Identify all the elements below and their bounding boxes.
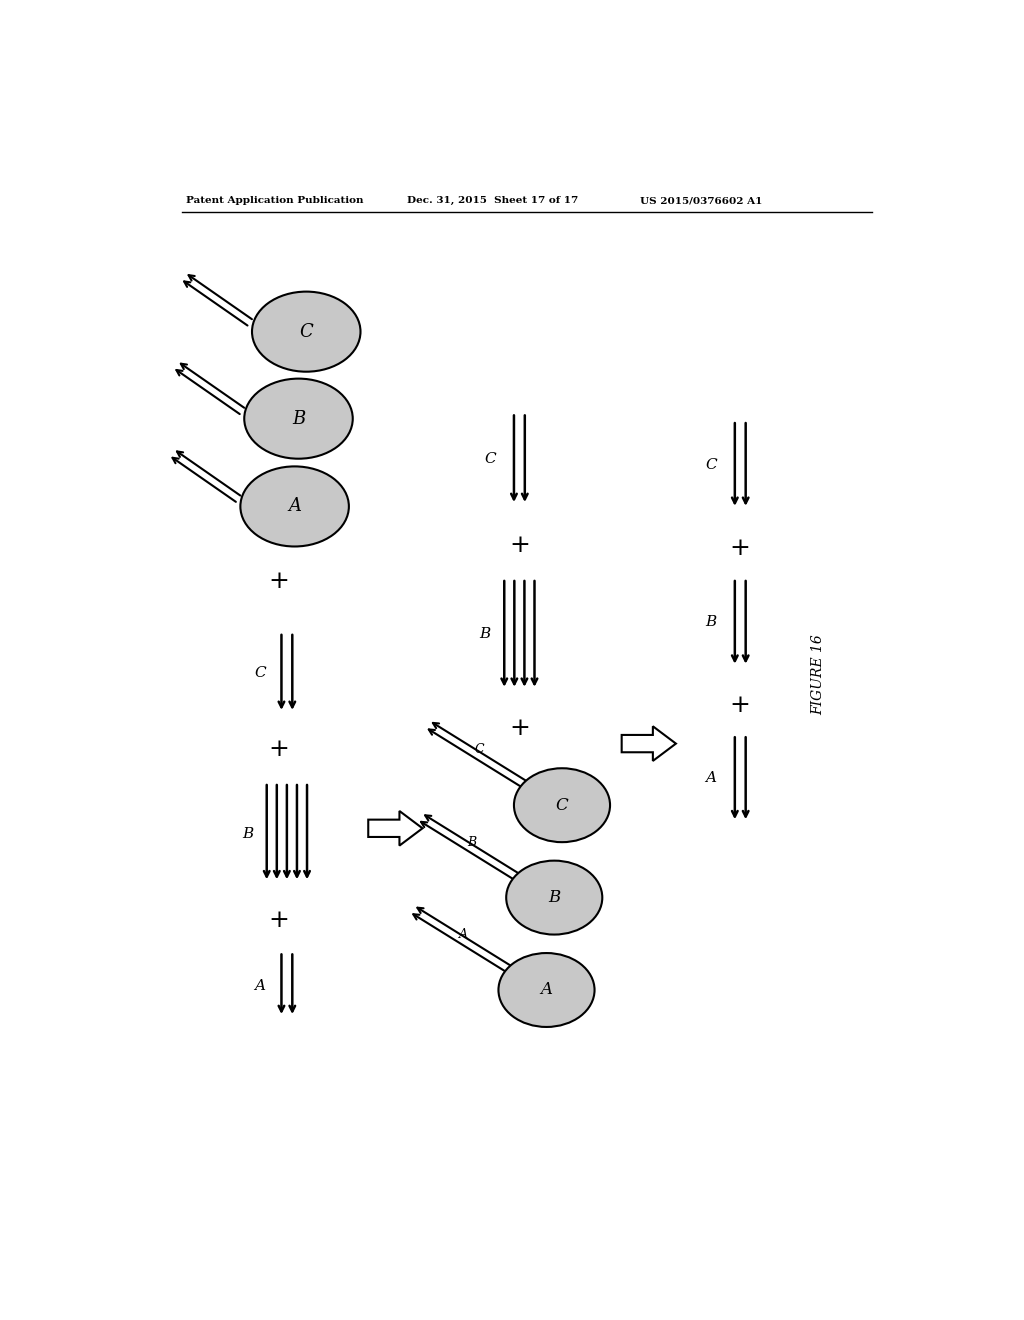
Text: A: A	[254, 979, 265, 993]
Polygon shape	[369, 810, 423, 846]
Text: +: +	[730, 537, 751, 560]
Text: +: +	[268, 738, 290, 762]
Text: Patent Application Publication: Patent Application Publication	[186, 197, 364, 205]
Text: C: C	[556, 797, 568, 813]
Text: B: B	[706, 615, 717, 628]
Text: B: B	[548, 890, 560, 906]
Text: B: B	[479, 627, 490, 642]
Ellipse shape	[514, 768, 610, 842]
Text: Dec. 31, 2015  Sheet 17 of 17: Dec. 31, 2015 Sheet 17 of 17	[407, 197, 579, 205]
Text: A: A	[288, 498, 301, 515]
Text: +: +	[730, 693, 751, 717]
Ellipse shape	[499, 953, 595, 1027]
Text: B: B	[243, 828, 254, 841]
Text: +: +	[268, 909, 290, 932]
Ellipse shape	[506, 861, 602, 935]
Text: C: C	[474, 743, 484, 756]
Text: +: +	[509, 535, 529, 557]
Text: +: +	[268, 570, 290, 594]
Text: B: B	[292, 409, 305, 428]
Text: US 2015/0376602 A1: US 2015/0376602 A1	[640, 197, 762, 205]
Text: C: C	[484, 451, 496, 466]
Text: A: A	[706, 771, 717, 785]
Ellipse shape	[245, 379, 352, 459]
Ellipse shape	[241, 466, 349, 546]
Text: FIGURE 16: FIGURE 16	[811, 634, 824, 714]
Text: C: C	[254, 665, 265, 680]
Ellipse shape	[252, 292, 360, 372]
Text: C: C	[705, 458, 717, 471]
Text: C: C	[299, 322, 313, 341]
Polygon shape	[622, 726, 676, 760]
Text: +: +	[509, 717, 529, 739]
Text: A: A	[459, 928, 468, 941]
Text: B: B	[467, 836, 476, 849]
Text: A: A	[541, 982, 553, 998]
